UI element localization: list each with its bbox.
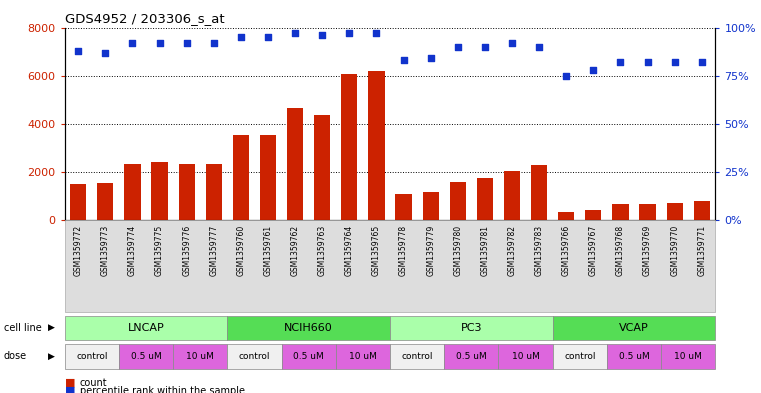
Point — [235, 34, 247, 40]
Text: GSM1359777: GSM1359777 — [209, 225, 218, 276]
Text: NCIH660: NCIH660 — [285, 323, 333, 333]
Point — [343, 30, 355, 37]
Text: GSM1359769: GSM1359769 — [643, 225, 652, 276]
Bar — [450, 182, 466, 220]
Text: 10 uM: 10 uM — [511, 352, 540, 361]
Bar — [639, 204, 656, 220]
Text: GSM1359772: GSM1359772 — [74, 225, 83, 276]
Point — [208, 40, 220, 46]
Text: 0.5 uM: 0.5 uM — [131, 352, 161, 361]
Bar — [151, 162, 167, 220]
Text: GSM1359776: GSM1359776 — [182, 225, 191, 276]
Bar — [124, 163, 141, 220]
Text: 10 uM: 10 uM — [186, 352, 214, 361]
Text: GSM1359771: GSM1359771 — [697, 225, 706, 276]
Text: 0.5 uM: 0.5 uM — [456, 352, 487, 361]
Text: cell line: cell line — [4, 323, 42, 333]
Point — [696, 59, 708, 65]
Bar — [314, 116, 330, 220]
Point — [452, 44, 464, 50]
Text: GSM1359780: GSM1359780 — [454, 225, 462, 276]
Bar — [667, 203, 683, 220]
Text: 10 uM: 10 uM — [349, 352, 377, 361]
Bar — [260, 135, 276, 220]
Bar — [97, 183, 113, 220]
Point — [72, 48, 84, 54]
Text: LNCAP: LNCAP — [128, 323, 164, 333]
Bar — [504, 171, 521, 220]
Point — [371, 30, 383, 37]
Text: ■: ■ — [65, 386, 75, 393]
Bar — [287, 108, 303, 220]
Point — [533, 44, 545, 50]
Bar — [476, 178, 493, 220]
Point — [316, 32, 328, 39]
Text: GSM1359761: GSM1359761 — [263, 225, 272, 276]
Text: GSM1359762: GSM1359762 — [291, 225, 300, 276]
Bar — [531, 165, 547, 220]
Text: GSM1359779: GSM1359779 — [426, 225, 435, 276]
Text: PC3: PC3 — [460, 323, 482, 333]
Bar — [396, 194, 412, 220]
Text: 0.5 uM: 0.5 uM — [293, 352, 324, 361]
Text: GSM1359773: GSM1359773 — [101, 225, 110, 276]
Text: GSM1359775: GSM1359775 — [155, 225, 164, 276]
Point — [614, 59, 626, 65]
Bar — [585, 211, 601, 220]
Point — [669, 59, 681, 65]
Text: count: count — [80, 378, 107, 388]
Text: control: control — [239, 352, 270, 361]
Text: GSM1359770: GSM1359770 — [670, 225, 679, 276]
Point — [506, 40, 518, 46]
Text: GSM1359760: GSM1359760 — [237, 225, 245, 276]
Point — [262, 34, 274, 40]
Text: GDS4952 / 203306_s_at: GDS4952 / 203306_s_at — [65, 12, 224, 25]
Text: ▶: ▶ — [48, 352, 56, 361]
Bar — [613, 204, 629, 220]
Text: percentile rank within the sample: percentile rank within the sample — [80, 386, 245, 393]
Point — [642, 59, 654, 65]
Point — [180, 40, 193, 46]
Text: GSM1359782: GSM1359782 — [508, 225, 517, 276]
Point — [289, 30, 301, 37]
Text: GSM1359767: GSM1359767 — [589, 225, 598, 276]
Text: 0.5 uM: 0.5 uM — [619, 352, 649, 361]
Bar — [368, 71, 384, 220]
Text: 10 uM: 10 uM — [674, 352, 702, 361]
Text: GSM1359768: GSM1359768 — [616, 225, 625, 276]
Bar — [422, 193, 439, 220]
Bar — [205, 163, 222, 220]
Text: GSM1359763: GSM1359763 — [318, 225, 326, 276]
Text: VCAP: VCAP — [619, 323, 649, 333]
Point — [154, 40, 166, 46]
Text: GSM1359766: GSM1359766 — [562, 225, 571, 276]
Text: GSM1359783: GSM1359783 — [535, 225, 543, 276]
Point — [587, 67, 600, 73]
Bar — [341, 74, 358, 220]
Bar — [70, 184, 86, 220]
Text: GSM1359765: GSM1359765 — [372, 225, 381, 276]
Text: GSM1359774: GSM1359774 — [128, 225, 137, 276]
Text: control: control — [76, 352, 107, 361]
Text: dose: dose — [4, 351, 27, 362]
Point — [560, 72, 572, 79]
Bar — [694, 201, 710, 220]
Point — [425, 55, 437, 61]
Text: control: control — [401, 352, 433, 361]
Text: GSM1359778: GSM1359778 — [399, 225, 408, 276]
Bar — [558, 212, 575, 220]
Text: control: control — [564, 352, 596, 361]
Bar — [233, 135, 249, 220]
Point — [126, 40, 139, 46]
Bar — [179, 163, 195, 220]
Text: ▶: ▶ — [48, 323, 56, 332]
Point — [99, 50, 111, 56]
Point — [397, 57, 409, 63]
Point — [479, 44, 491, 50]
Text: ■: ■ — [65, 378, 75, 388]
Text: GSM1359781: GSM1359781 — [480, 225, 489, 276]
Text: GSM1359764: GSM1359764 — [345, 225, 354, 276]
